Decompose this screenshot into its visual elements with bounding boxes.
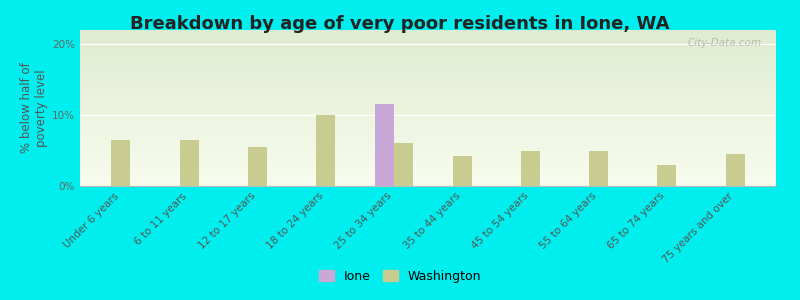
Legend: Ione, Washington: Ione, Washington bbox=[314, 265, 486, 288]
Bar bbox=[111, 140, 130, 186]
Y-axis label: % below half of
poverty level: % below half of poverty level bbox=[20, 63, 48, 153]
Bar bbox=[453, 156, 472, 186]
Bar bbox=[521, 151, 540, 186]
Bar bbox=[658, 165, 676, 186]
Text: City-Data.com: City-Data.com bbox=[688, 38, 762, 48]
Bar bbox=[316, 115, 335, 186]
Bar bbox=[726, 154, 745, 186]
Text: Breakdown by age of very poor residents in Ione, WA: Breakdown by age of very poor residents … bbox=[130, 15, 670, 33]
Bar bbox=[589, 151, 608, 186]
Bar bbox=[248, 147, 267, 186]
Bar bbox=[394, 143, 413, 186]
Bar bbox=[180, 140, 198, 186]
Bar bbox=[374, 104, 394, 186]
